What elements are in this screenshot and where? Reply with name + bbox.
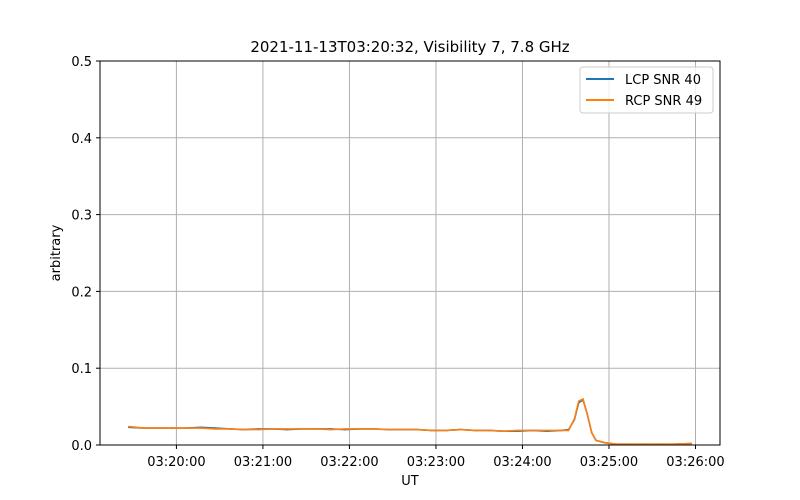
- data-point: [546, 429, 548, 432]
- data-point: [228, 428, 231, 430]
- plot-frame: [99, 60, 721, 446]
- data-point: [344, 428, 346, 430]
- data-point: [257, 428, 260, 431]
- data-point: [474, 429, 476, 432]
- x-axis-label: UT: [401, 474, 419, 489]
- series-line-lcp: [128, 398, 692, 446]
- data-point: [586, 413, 589, 416]
- legend: LCP SNR 40 RCP SNR 49: [579, 66, 714, 114]
- data-point: [690, 442, 692, 445]
- x-tick-label: 03:25:00: [580, 455, 638, 470]
- data-point: [243, 428, 245, 431]
- legend-label-rcp: RCP SNR 49: [625, 94, 702, 109]
- data-point: [185, 427, 188, 429]
- x-tick-label: 03:22:00: [320, 455, 378, 470]
- data-point: [272, 428, 274, 430]
- x-tick-label: 03:21:00: [234, 455, 292, 470]
- data-point: [286, 428, 289, 430]
- data-point: [142, 427, 145, 429]
- y-tick-label: 0.0: [71, 439, 92, 454]
- data-point: [171, 427, 173, 429]
- data-point: [590, 431, 593, 434]
- data-point: [595, 439, 597, 442]
- y-tick-label: 0.4: [71, 132, 92, 147]
- data-point: [416, 428, 419, 431]
- data-point: [582, 398, 584, 400]
- data-point: [156, 427, 159, 429]
- data-point: [603, 441, 606, 444]
- data-point: [128, 425, 130, 428]
- data-point: [567, 429, 570, 432]
- y-tick-label: 0.3: [71, 209, 92, 224]
- data-point: [358, 428, 361, 430]
- legend-label-lcp: LCP SNR 40: [625, 73, 701, 88]
- y-axis-label: arbitrary: [49, 224, 64, 281]
- data-point: [301, 428, 303, 430]
- data-point: [577, 400, 580, 403]
- data-point: [560, 429, 563, 432]
- data-point: [430, 429, 433, 432]
- data-point: [445, 429, 447, 432]
- x-tick-label: 03:26:00: [666, 455, 724, 470]
- data-point: [531, 429, 534, 432]
- data-point: [401, 428, 404, 431]
- x-tick-label: 03:24:00: [493, 455, 551, 470]
- data-point: [459, 428, 462, 431]
- y-tick-label: 0.1: [71, 362, 92, 377]
- x-tick-label: 03:23:00: [407, 455, 465, 470]
- x-tick-label: 03:20:00: [147, 455, 205, 470]
- series-line-rcp: [128, 398, 692, 446]
- y-tick-label: 0.5: [71, 55, 92, 70]
- data-point: [502, 430, 505, 432]
- data-point: [488, 429, 491, 432]
- data-point: [573, 418, 576, 420]
- data-point: [214, 428, 217, 430]
- data-point: [329, 428, 332, 431]
- data-point: [373, 428, 375, 430]
- data-point: [387, 428, 390, 431]
- y-tick-label: 0.2: [71, 285, 92, 300]
- data-point: [200, 427, 202, 429]
- chart-title: 2021-11-13T03:20:32, Visibility 7, 7.8 G…: [250, 38, 569, 56]
- data-point: [315, 428, 318, 430]
- data-point: [517, 429, 519, 432]
